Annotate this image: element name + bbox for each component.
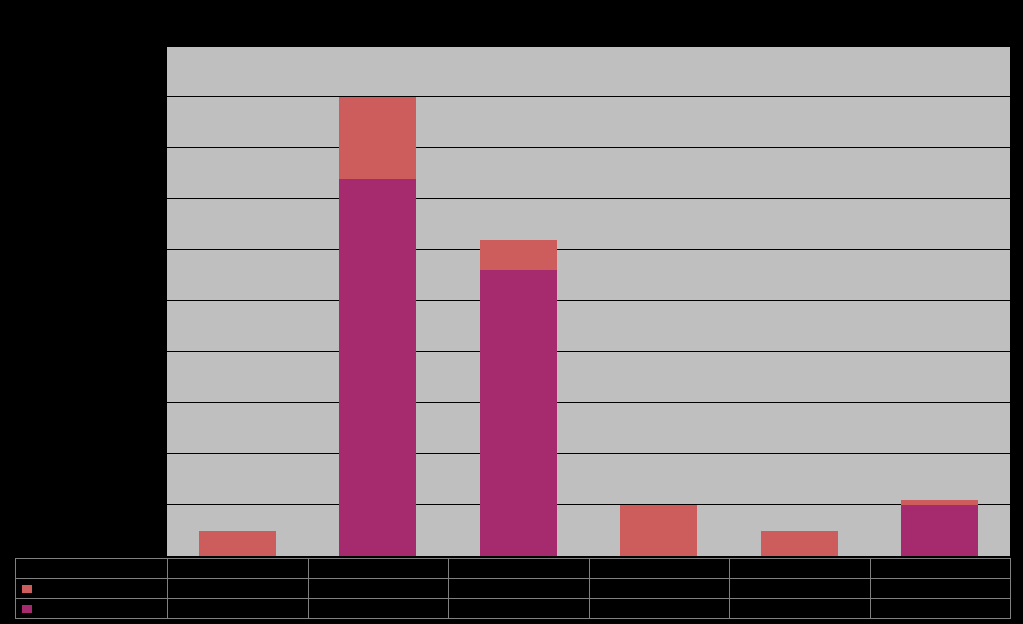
table-corner-cell: [16, 559, 168, 579]
table-data-cell: [449, 599, 590, 619]
table-category-cell: [870, 559, 1011, 579]
table-data-cell: [870, 599, 1011, 619]
bar-series-b: [480, 270, 557, 556]
table-data-cell: [308, 599, 449, 619]
gridline: [167, 300, 1010, 301]
gridline: [167, 198, 1010, 199]
table-category-cell: [449, 559, 590, 579]
table-category-cell: [168, 559, 309, 579]
table-category-cell: [730, 559, 871, 579]
table-data-cell: [730, 579, 871, 599]
table-data-cell: [168, 579, 309, 599]
legend-cell: [16, 579, 168, 599]
table-data-cell: [589, 579, 730, 599]
table-category-cell: [589, 559, 730, 579]
table-data-cell: [168, 599, 309, 619]
bar-series-a: [199, 531, 276, 557]
table-header-row: [16, 559, 1011, 579]
table-data-cell: [449, 579, 590, 599]
plot-area: [167, 46, 1010, 556]
gridline: [167, 249, 1010, 250]
legend-swatch-icon: [22, 605, 32, 613]
table-data-cell: [308, 579, 449, 599]
gridline: [167, 402, 1010, 403]
gridline: [167, 147, 1010, 148]
bar-series-b: [901, 505, 978, 556]
legend-cell: [16, 599, 168, 619]
table-row: [16, 579, 1011, 599]
plot-top-border: [167, 46, 1010, 47]
gridline: [167, 96, 1010, 97]
gridline: [167, 351, 1010, 352]
legend-swatch-icon: [22, 585, 32, 593]
gridline: [167, 453, 1010, 454]
table-data-cell: [870, 579, 1011, 599]
table-row: [16, 599, 1011, 619]
table-data-cell: [589, 599, 730, 619]
data-table: [15, 558, 1011, 619]
bar-series-b: [339, 179, 416, 556]
plot-right-border: [1010, 46, 1011, 556]
chart-container: [0, 0, 1023, 624]
table-data-cell: [730, 599, 871, 619]
bar-series-a: [620, 505, 697, 556]
bar-series-a: [761, 531, 838, 557]
table-category-cell: [308, 559, 449, 579]
gridline: [167, 504, 1010, 505]
